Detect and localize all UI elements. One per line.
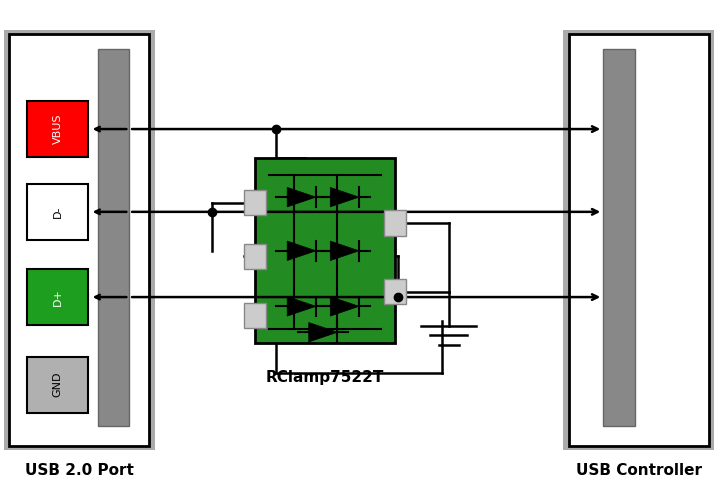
Text: D-: D-	[53, 206, 62, 218]
Text: VBUS: VBUS	[53, 114, 62, 144]
Bar	[384, 279, 406, 304]
Text: USB 2.0 Port: USB 2.0 Port	[25, 463, 134, 478]
Bar	[569, 34, 709, 446]
Polygon shape	[287, 241, 316, 261]
Bar	[244, 244, 266, 269]
Bar	[244, 190, 266, 215]
Polygon shape	[287, 297, 316, 316]
Bar	[4, 30, 155, 450]
Polygon shape	[330, 187, 359, 207]
Bar	[384, 210, 406, 236]
Bar	[9, 34, 149, 446]
Text: USB Controller: USB Controller	[576, 463, 701, 478]
Bar	[27, 101, 88, 157]
Text: GND: GND	[53, 372, 62, 397]
Bar	[603, 49, 635, 426]
Bar	[27, 269, 88, 325]
Bar	[563, 30, 714, 450]
Bar	[255, 158, 395, 343]
Text: RClamp7522T: RClamp7522T	[266, 370, 384, 385]
Polygon shape	[330, 297, 359, 316]
Polygon shape	[287, 187, 316, 207]
Bar	[27, 356, 88, 413]
Polygon shape	[330, 241, 359, 261]
Text: D+: D+	[53, 288, 62, 306]
Bar	[98, 49, 129, 426]
Bar	[27, 184, 88, 240]
Polygon shape	[309, 322, 337, 342]
Bar	[244, 303, 266, 328]
